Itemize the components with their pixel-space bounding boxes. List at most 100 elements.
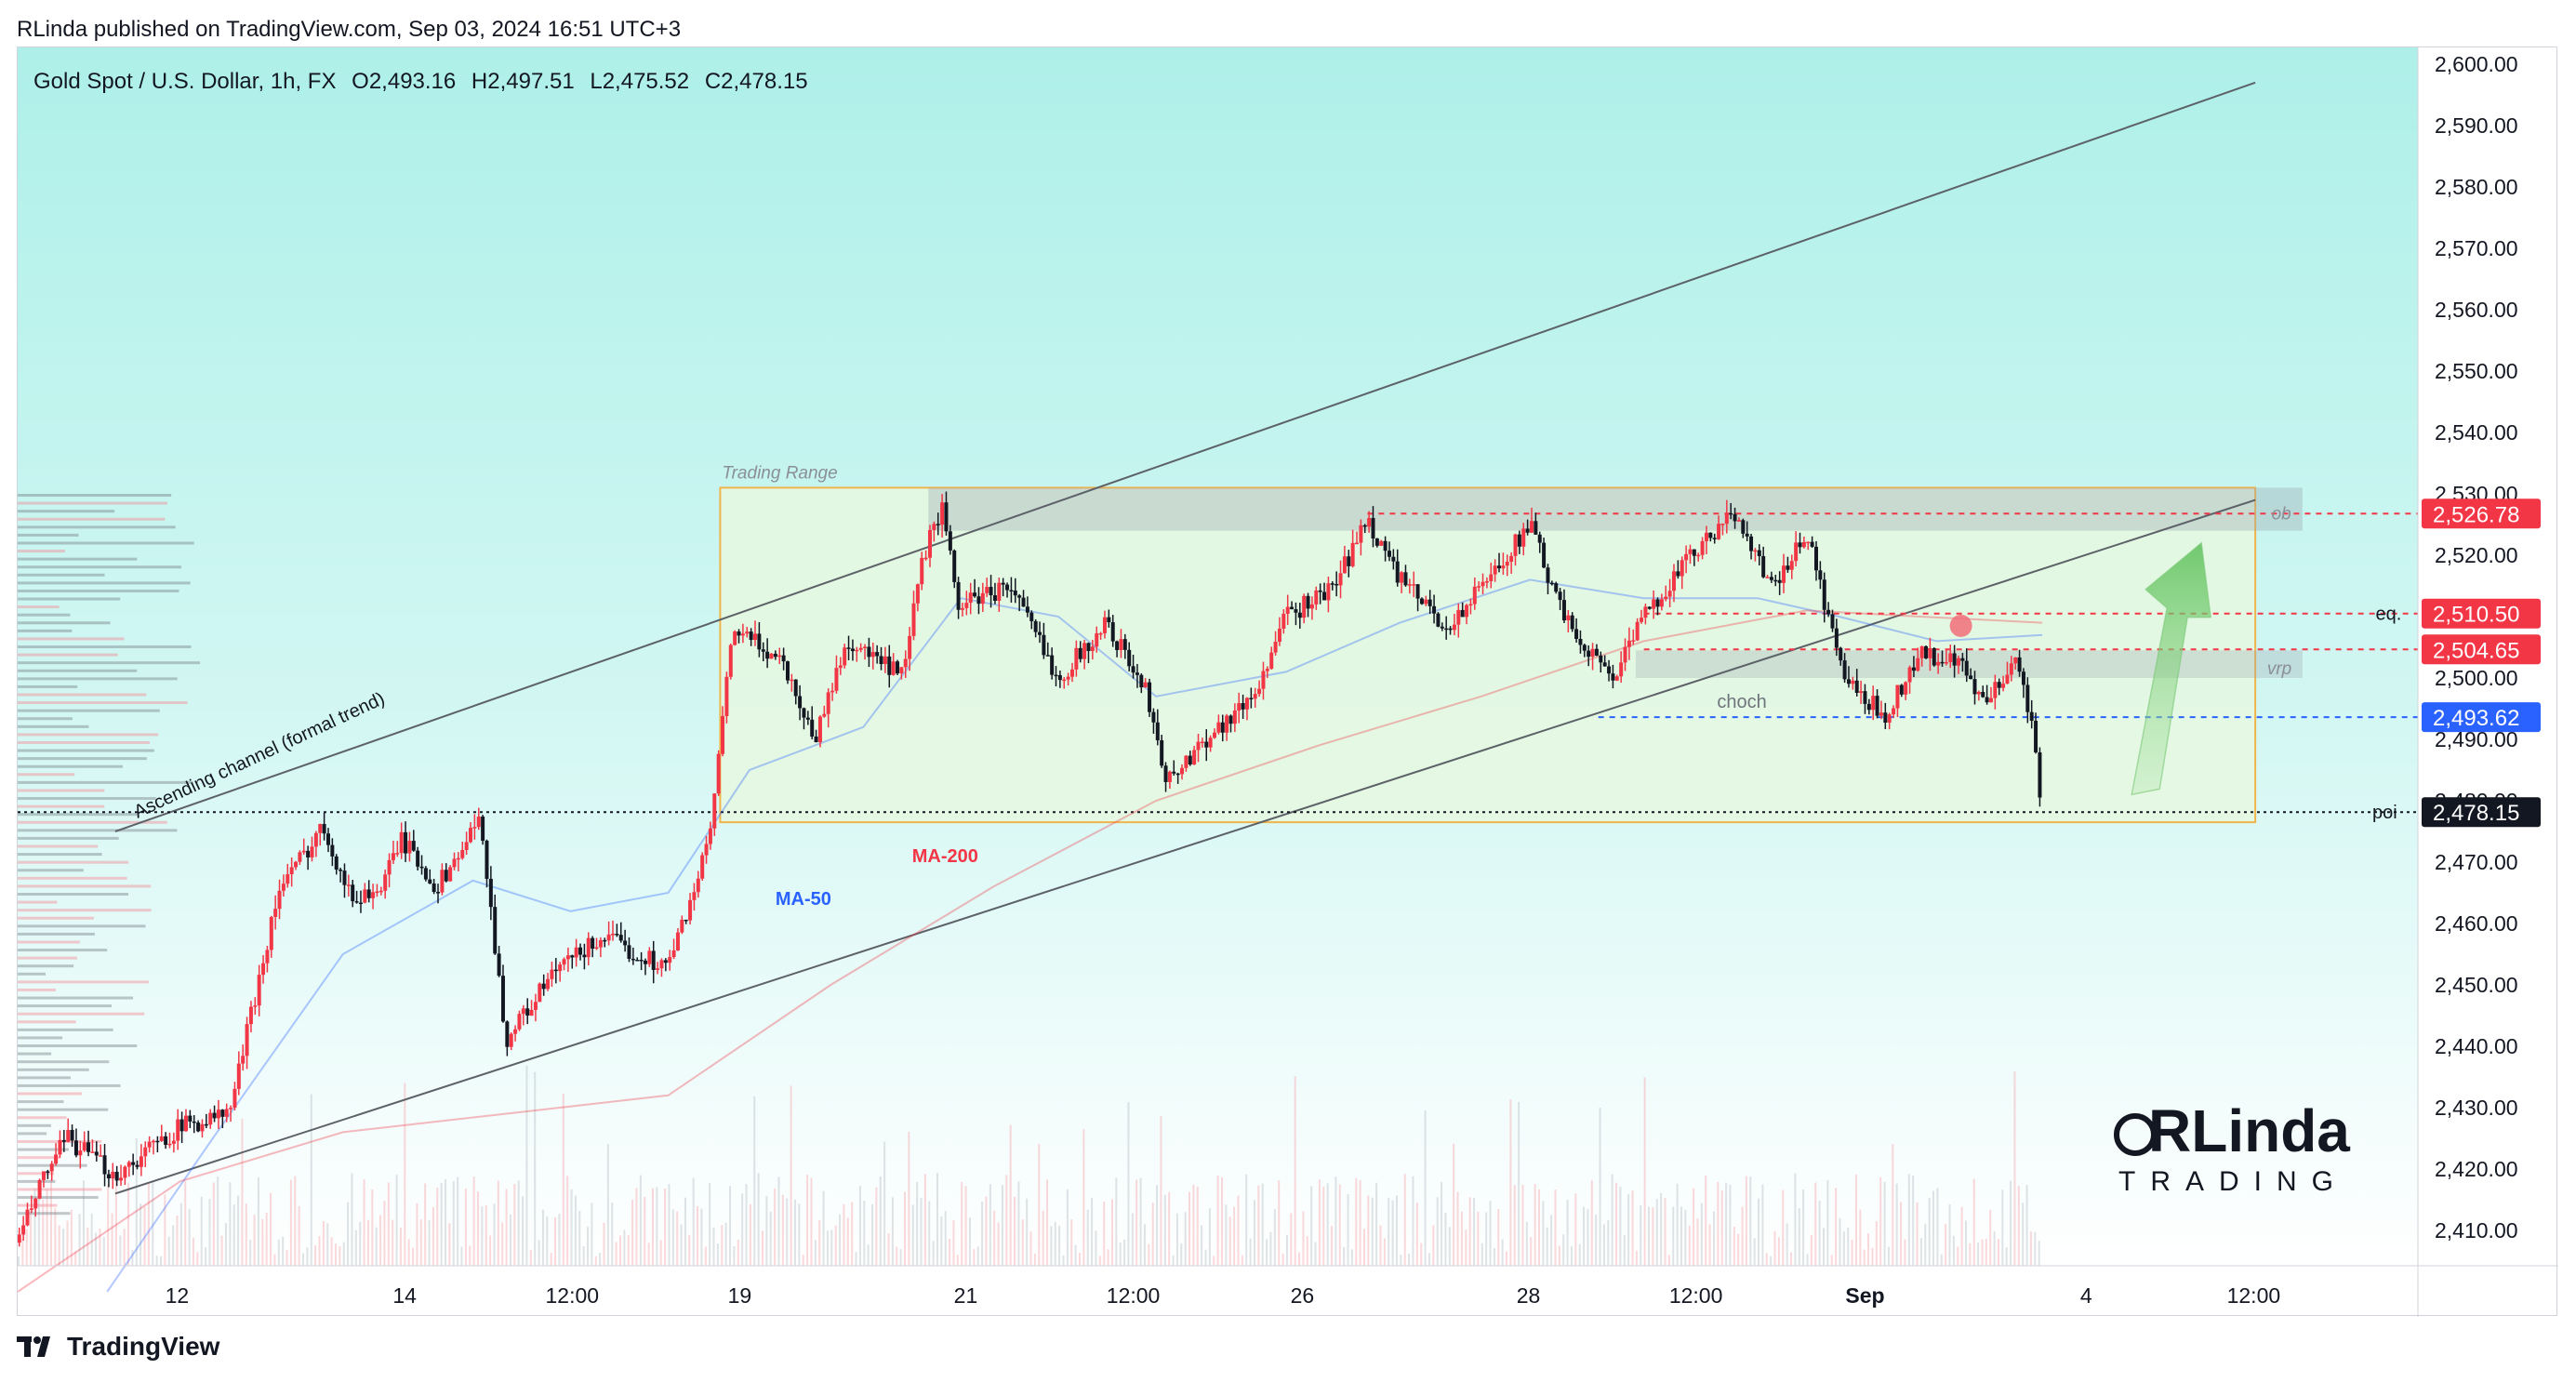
volume-profile-bar	[18, 884, 152, 888]
candle-body	[631, 958, 635, 961]
volume-bar	[615, 1242, 617, 1266]
candle-body	[21, 1225, 26, 1235]
chart-frame[interactable]: Trading Range vrp Ascending channel (form…	[17, 47, 2558, 1317]
volume-bar	[1977, 1242, 1980, 1266]
candle-body	[90, 1151, 95, 1153]
candle-body	[1537, 534, 1542, 543]
price-tick-label: 2,450.00	[2435, 973, 2518, 997]
candle-body	[411, 841, 416, 851]
candle-body	[1798, 542, 1802, 548]
volume-bar	[1981, 1239, 1984, 1266]
volume-bar	[952, 1219, 955, 1266]
volume-profile-bar	[18, 541, 194, 545]
volume-bar	[261, 1218, 264, 1266]
candle-body	[46, 1171, 50, 1173]
volume-bar	[1033, 1253, 1036, 1266]
volume-bar	[62, 1229, 65, 1266]
candle-body	[306, 850, 311, 857]
volume-bar	[550, 1253, 552, 1266]
candle-body	[1261, 671, 1266, 689]
time-tick-label: 26	[1291, 1283, 1315, 1308]
volume-bar	[1131, 1213, 1134, 1266]
volume-bar	[1688, 1225, 1691, 1266]
candle-body	[351, 884, 355, 902]
candle-body	[1745, 533, 1749, 537]
volume-bar	[1334, 1176, 1337, 1266]
volume-bar	[179, 1203, 182, 1266]
volume-profile-bar	[18, 869, 84, 872]
candle-body	[805, 717, 810, 720]
volume-bar	[1904, 1239, 1906, 1266]
volume-bar	[366, 1219, 369, 1266]
candle-body	[497, 953, 501, 977]
volume-profile-bar	[18, 956, 77, 960]
candle-body	[1452, 624, 1456, 631]
candle-body	[773, 653, 777, 658]
volume-profile-bar	[18, 916, 94, 920]
candle-body	[1879, 712, 1883, 716]
volume-bar	[883, 1141, 886, 1266]
volume-bar	[339, 1246, 341, 1266]
candle-body	[960, 607, 964, 610]
volume-bar	[1110, 1199, 1113, 1266]
volume-bar	[493, 1203, 496, 1266]
candle-body	[846, 647, 851, 649]
volume-bar	[716, 1243, 719, 1266]
volume-bar	[1314, 1242, 1317, 1266]
footer-brand[interactable]: TradingView	[17, 1332, 219, 1362]
volume-bar	[1655, 1199, 1658, 1266]
volume-bar	[1550, 1215, 1553, 1266]
candle-body	[875, 652, 880, 657]
candle-body	[680, 919, 684, 933]
channel-lower-line	[114, 498, 2256, 1195]
candle-body	[253, 1005, 258, 1007]
candle-body	[1717, 524, 1721, 539]
candle-body	[814, 736, 818, 743]
candle-body	[1200, 741, 1204, 744]
candle-body	[500, 976, 505, 1022]
volume-bar	[949, 1238, 951, 1266]
volume-bar	[205, 1247, 207, 1266]
volume-profile-bar	[18, 949, 108, 952]
candle-body	[1432, 605, 1437, 614]
volume-bar	[2029, 1231, 2032, 1266]
candle-body	[1440, 626, 1444, 629]
volume-profile-bar	[18, 844, 99, 848]
candle-body	[923, 557, 928, 560]
candle-body	[517, 1014, 522, 1030]
candle-body	[615, 934, 619, 936]
volume-bar	[1570, 1245, 1573, 1266]
volume-bar	[1558, 1245, 1560, 1266]
candle-body	[1017, 595, 1022, 598]
candle-body	[481, 817, 485, 841]
price-tick-label: 2,580.00	[2435, 175, 2518, 199]
candle-body	[1895, 684, 1900, 709]
candle-body	[41, 1171, 46, 1180]
candle-body	[529, 1009, 534, 1017]
candle-body	[618, 935, 623, 941]
candle-body	[2013, 657, 2018, 664]
volume-bar	[1972, 1178, 1975, 1266]
volume-bar	[692, 1177, 695, 1266]
candle-body	[99, 1155, 103, 1157]
volume-bar	[1066, 1189, 1069, 1266]
candle-body	[37, 1179, 42, 1199]
candle-body	[1911, 667, 1916, 671]
candle-body	[139, 1156, 143, 1167]
candle-body	[1172, 771, 1176, 774]
candle-body	[1599, 655, 1603, 663]
volume-profile	[18, 494, 201, 1216]
volume-profile-bar	[18, 820, 167, 824]
volume-bar	[1014, 1196, 1016, 1266]
candle-body	[1196, 741, 1201, 751]
candle-body	[440, 870, 445, 893]
candle-body	[684, 919, 688, 922]
candle-body	[992, 595, 997, 601]
candle-body	[1720, 524, 1725, 525]
price-label-box	[2422, 797, 2541, 828]
candle-body	[781, 655, 786, 662]
candle-body	[1379, 540, 1384, 546]
volume-bar	[887, 1233, 890, 1266]
volume-bar	[1042, 1210, 1044, 1266]
